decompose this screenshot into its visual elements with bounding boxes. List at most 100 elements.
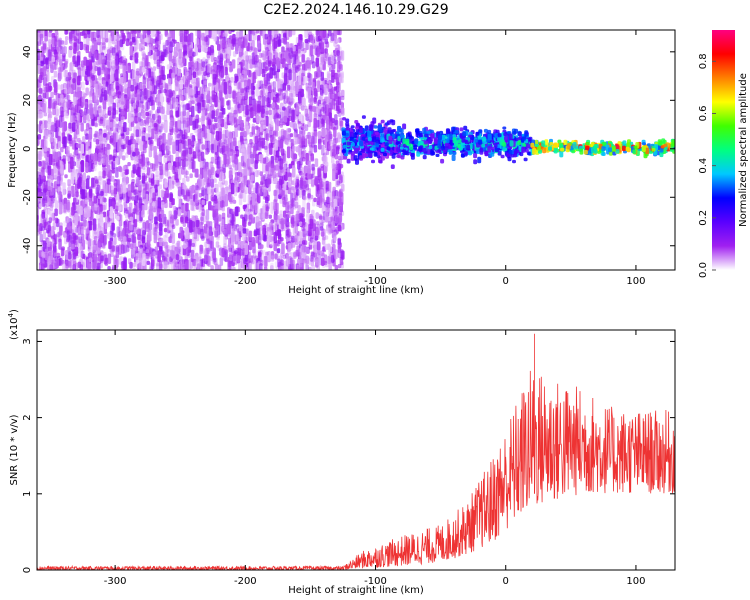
spectrogram-cell (307, 160, 311, 173)
spectrogram-cell (224, 129, 229, 138)
spectrogram-cell (270, 240, 274, 247)
spectrogram-cell (115, 117, 120, 122)
spectrogram-cell (302, 244, 306, 253)
spectrogram-cell (178, 30, 183, 37)
spectrogram-cell (264, 128, 268, 140)
spectrogram-cell (55, 259, 59, 269)
spectrogram-cell (60, 94, 64, 103)
spectrogram-cell (155, 174, 159, 182)
spectrogram-cell (103, 222, 107, 235)
spectrogram-cell (279, 140, 284, 153)
spectrogram-cell (125, 209, 129, 214)
spectrogram-cell (280, 160, 284, 173)
spectrogram-cell (88, 200, 93, 206)
spectrogram-cell (104, 30, 109, 43)
spectrogram-cell (112, 233, 117, 238)
spectrogram-cell (331, 239, 335, 246)
spectrogram-cell (213, 123, 217, 130)
spectrogram-cell (42, 160, 46, 170)
spectrogram-cell (244, 124, 248, 137)
spectrogram-cell (228, 30, 232, 34)
spectrogram-cell (42, 43, 47, 50)
spectrogram-cell (150, 128, 155, 140)
spectrogram-cell (82, 260, 87, 270)
spectrogram-cell (105, 38, 109, 43)
spectrogram-cell (309, 34, 314, 41)
spectrogram-cell (85, 178, 90, 190)
spectrogram-cell (331, 98, 335, 110)
spectrogram-cell (174, 57, 179, 70)
spectrogram-cell (40, 168, 44, 180)
spectrogram-cell (127, 240, 131, 248)
spectrogram-cell (267, 85, 272, 92)
spectrogram-cell (205, 209, 210, 221)
spectrogram-cell (318, 138, 322, 150)
spectrogram-cell (42, 103, 46, 113)
spectrogram-cell (106, 119, 110, 131)
spectrogram-cell (42, 84, 47, 92)
spectrogram-cell (81, 81, 85, 91)
spectrogram-cell (273, 190, 277, 197)
spectrogram-cell (104, 188, 108, 197)
spectrogram-cell (292, 145, 296, 152)
spectrogram-cell (175, 219, 179, 226)
spectrogram-cell (102, 196, 106, 203)
spectrogram-cell (66, 199, 70, 211)
spectrogram-cell (134, 156, 139, 161)
spectrogram-cell (221, 187, 225, 201)
spectrogram-cell (115, 30, 119, 34)
spectrogram-cell (81, 155, 85, 161)
spectrogram-cell (127, 184, 132, 197)
spectrogram-cell (224, 180, 228, 186)
spectrogram-cell (213, 178, 218, 183)
spectrogram-cell (57, 191, 61, 199)
spectrogram-cell (106, 233, 111, 239)
spectrogram-cell (116, 40, 121, 54)
spectrogram-cell (133, 204, 138, 215)
spectrogram-cell (324, 38, 328, 45)
spectrogram-cell (210, 178, 214, 188)
spectrogram-cell (341, 183, 345, 192)
spectrogram-cell (107, 144, 111, 150)
spectrogram-cell (324, 48, 328, 54)
spectrogram-cell (81, 65, 86, 77)
spectrogram-cell (125, 176, 129, 184)
spectrogram-cell (233, 137, 237, 147)
spectrogram-cell (279, 176, 283, 186)
spectrogram-cell (264, 145, 268, 150)
spectrogram-cell (314, 158, 319, 167)
spectrogram-cell (320, 84, 324, 96)
spectrogram-cell (204, 223, 208, 234)
spectrogram-cell (165, 110, 170, 116)
spectrogram-cell (228, 170, 233, 179)
spectrogram-cell (99, 213, 104, 226)
spectrogram-cell (305, 209, 310, 218)
spectrogram-cell (73, 261, 77, 267)
spectrogram-cell (146, 116, 150, 124)
spectrogram-cell (310, 156, 315, 162)
spectrogram-cell (325, 209, 329, 223)
spectrogram-cell (300, 42, 305, 52)
spectrogram-cell (297, 133, 301, 139)
spectrogram-cell (303, 195, 307, 201)
spectrogram-cell (185, 259, 189, 270)
spectrogram-cell (270, 262, 274, 270)
spectrogram-cell (290, 161, 295, 166)
spectrogram-cell (171, 232, 176, 244)
spectrogram-cell (193, 227, 198, 240)
spectrogram-cell (282, 106, 286, 111)
spectrogram-cell (45, 129, 49, 141)
spectrogram-cell (221, 133, 226, 147)
spectrogram-cell (314, 176, 319, 185)
spectrogram-cell (227, 223, 231, 235)
spectrogram-cell (145, 67, 150, 76)
spectrogram-cell (283, 216, 287, 225)
spectrogram-cell (255, 54, 259, 63)
spectrogram-cell (88, 99, 93, 111)
spectrogram-cell (252, 117, 257, 123)
spectrogram-cell (135, 129, 140, 137)
spectrogram-cell (195, 185, 199, 191)
spectrogram-cell (145, 111, 149, 117)
spectrogram-cell (48, 98, 52, 109)
spectrogram-cell (131, 249, 135, 259)
